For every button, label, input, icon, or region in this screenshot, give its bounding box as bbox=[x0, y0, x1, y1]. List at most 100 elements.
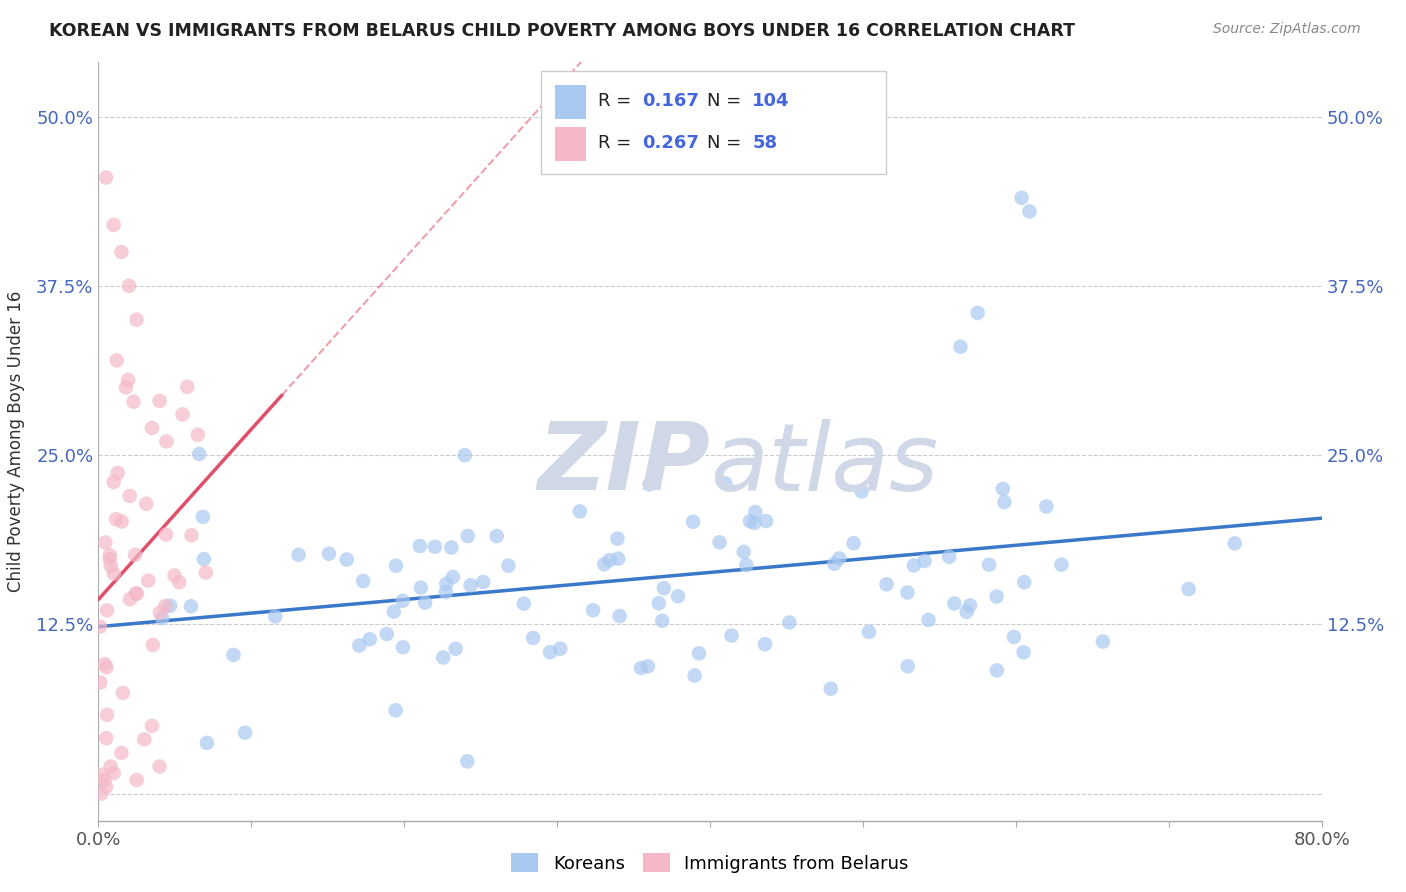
Point bbox=[714, 476, 737, 491]
Text: R =: R = bbox=[598, 134, 637, 152]
Point bbox=[110, 244, 132, 259]
Legend: Koreans, Immigrants from Belarus: Koreans, Immigrants from Belarus bbox=[505, 846, 915, 880]
Point bbox=[103, 475, 125, 489]
Point bbox=[188, 447, 211, 461]
Point bbox=[441, 570, 464, 584]
Point bbox=[917, 613, 939, 627]
Point bbox=[638, 477, 661, 491]
Point bbox=[191, 509, 214, 524]
Point bbox=[456, 755, 478, 769]
Point bbox=[167, 575, 190, 590]
Point bbox=[896, 585, 918, 599]
Point bbox=[135, 497, 157, 511]
Point bbox=[938, 549, 960, 564]
Point bbox=[648, 596, 671, 610]
Point bbox=[986, 664, 1008, 678]
Point bbox=[125, 586, 148, 600]
Point bbox=[149, 393, 172, 408]
Point bbox=[993, 495, 1015, 509]
Text: 0.267: 0.267 bbox=[643, 134, 699, 152]
Point bbox=[136, 574, 159, 588]
Point bbox=[986, 590, 1008, 604]
Point bbox=[582, 603, 605, 617]
Point bbox=[391, 594, 413, 608]
Point bbox=[897, 659, 920, 673]
Point bbox=[409, 539, 432, 553]
Point bbox=[522, 631, 544, 645]
Point bbox=[1018, 204, 1040, 219]
Point bbox=[842, 536, 865, 550]
Point bbox=[180, 599, 202, 614]
Point bbox=[336, 552, 359, 566]
Point bbox=[94, 780, 117, 794]
Point bbox=[91, 768, 114, 782]
Point bbox=[125, 312, 148, 326]
Point bbox=[744, 505, 766, 519]
Point bbox=[107, 466, 129, 480]
Point bbox=[194, 566, 217, 580]
Point bbox=[568, 504, 591, 518]
Point bbox=[124, 548, 146, 562]
Point bbox=[409, 581, 432, 595]
Point bbox=[709, 535, 731, 549]
Point bbox=[150, 611, 173, 625]
Point bbox=[318, 547, 340, 561]
Point bbox=[977, 558, 1000, 572]
Point bbox=[159, 599, 181, 613]
Point bbox=[193, 552, 215, 566]
Point bbox=[94, 170, 117, 185]
Point bbox=[96, 603, 118, 617]
Point bbox=[142, 638, 165, 652]
Text: 58: 58 bbox=[752, 134, 778, 152]
Point bbox=[460, 578, 482, 592]
Point bbox=[94, 535, 117, 549]
Point bbox=[434, 577, 457, 591]
Point bbox=[720, 628, 742, 642]
Point bbox=[513, 597, 536, 611]
Point bbox=[100, 759, 122, 773]
Point bbox=[375, 627, 398, 641]
Point bbox=[637, 659, 659, 673]
Point bbox=[382, 605, 405, 619]
Point bbox=[755, 514, 778, 528]
Point bbox=[264, 609, 287, 624]
Point bbox=[434, 585, 457, 599]
Point bbox=[115, 380, 138, 394]
Point bbox=[352, 574, 374, 588]
Point bbox=[172, 408, 194, 422]
Point bbox=[607, 551, 630, 566]
Point bbox=[1091, 634, 1114, 648]
Point bbox=[118, 489, 141, 503]
Point bbox=[103, 766, 125, 780]
Point bbox=[630, 661, 652, 675]
Point bbox=[89, 675, 111, 690]
Point bbox=[651, 614, 673, 628]
Point bbox=[359, 632, 381, 647]
Point bbox=[548, 641, 571, 656]
Text: N =: N = bbox=[707, 92, 747, 110]
Point bbox=[823, 557, 845, 571]
Point bbox=[233, 725, 256, 739]
Point bbox=[959, 599, 981, 613]
Point bbox=[1011, 191, 1033, 205]
Point bbox=[943, 596, 966, 610]
Point bbox=[1035, 500, 1057, 514]
Point bbox=[1050, 558, 1073, 572]
Point bbox=[914, 554, 936, 568]
Point bbox=[176, 380, 198, 394]
Point bbox=[125, 586, 148, 600]
Point bbox=[498, 558, 520, 573]
Point bbox=[103, 218, 125, 232]
Point bbox=[1223, 536, 1246, 550]
Point bbox=[742, 516, 765, 530]
Point bbox=[991, 482, 1014, 496]
Text: 104: 104 bbox=[752, 92, 790, 110]
Y-axis label: Child Poverty Among Boys Under 16: Child Poverty Among Boys Under 16 bbox=[7, 291, 25, 592]
Text: ZIP: ZIP bbox=[537, 418, 710, 510]
Point bbox=[485, 529, 508, 543]
Point bbox=[100, 558, 122, 573]
Point bbox=[1002, 630, 1025, 644]
Point bbox=[110, 746, 132, 760]
Point bbox=[733, 545, 755, 559]
Point bbox=[349, 639, 371, 653]
